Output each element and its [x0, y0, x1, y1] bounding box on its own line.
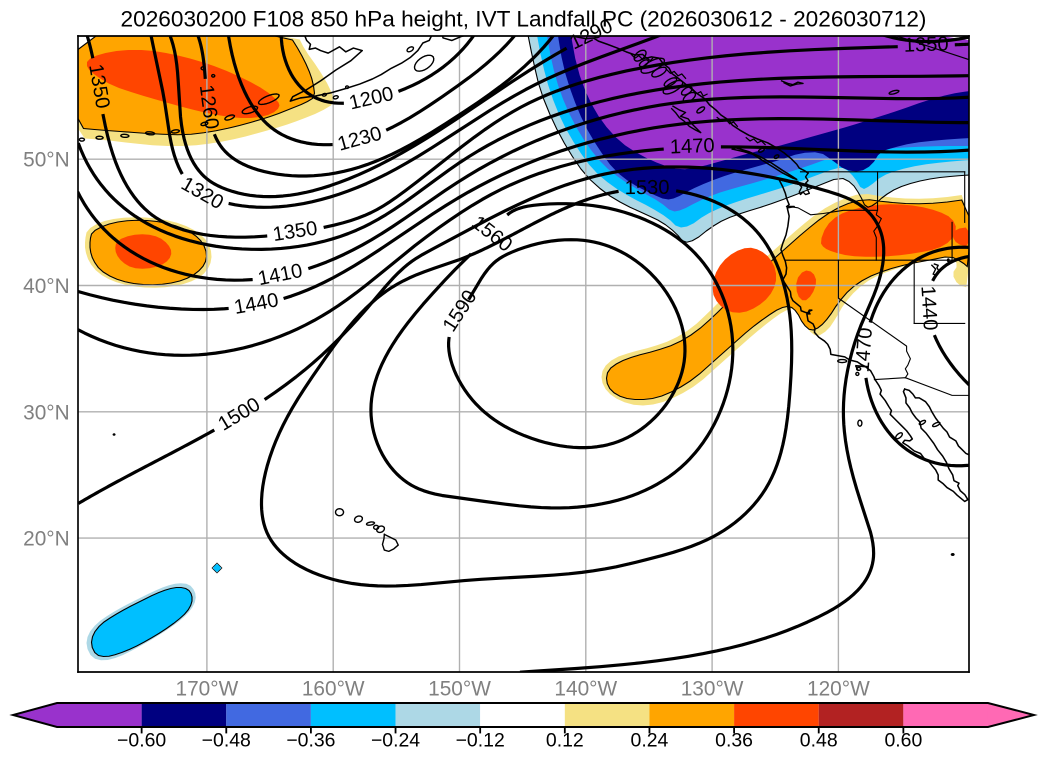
- svg-text:−0.24: −0.24: [371, 730, 420, 752]
- svg-text:0.48: 0.48: [800, 730, 838, 752]
- svg-text:0.36: 0.36: [715, 730, 753, 752]
- svg-text:0.60: 0.60: [884, 730, 922, 752]
- svg-text:0.24: 0.24: [631, 730, 669, 752]
- svg-text:20°N: 20°N: [23, 528, 70, 551]
- svg-text:−0.12: −0.12: [456, 730, 505, 752]
- svg-text:−0.36: −0.36: [286, 730, 335, 752]
- svg-text:1530: 1530: [625, 177, 670, 199]
- svg-text:130°W: 130°W: [681, 677, 744, 700]
- svg-text:50°N: 50°N: [23, 149, 70, 172]
- svg-text:−0.48: −0.48: [202, 730, 251, 752]
- svg-text:1440: 1440: [916, 285, 941, 331]
- svg-text:160°W: 160°W: [302, 677, 365, 700]
- svg-text:30°N: 30°N: [23, 401, 70, 424]
- svg-text:150°W: 150°W: [428, 677, 491, 700]
- svg-text:140°W: 140°W: [554, 677, 617, 700]
- svg-text:1470: 1470: [669, 135, 715, 159]
- svg-text:40°N: 40°N: [23, 275, 70, 298]
- svg-text:−0.60: −0.60: [117, 730, 166, 752]
- svg-text:170°W: 170°W: [176, 677, 239, 700]
- svg-text:120°W: 120°W: [807, 677, 870, 700]
- svg-text:1470: 1470: [852, 327, 877, 373]
- svg-text:2026030200 F108 850 hPa height: 2026030200 F108 850 hPa height, IVT Land…: [121, 6, 927, 31]
- svg-text:1350: 1350: [904, 33, 949, 56]
- svg-text:0.12: 0.12: [546, 730, 584, 752]
